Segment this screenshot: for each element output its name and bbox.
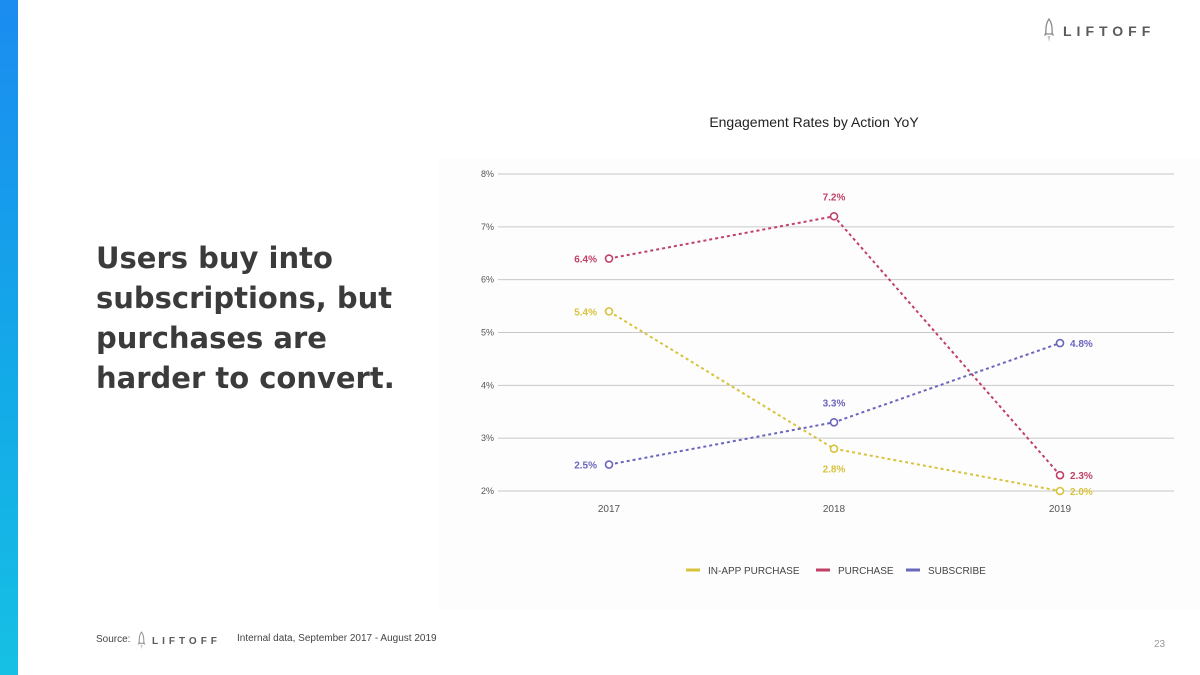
data-point: [1055, 470, 1065, 480]
data-label: 2.5%: [574, 461, 597, 472]
data-point: [604, 307, 614, 316]
data-point: [1055, 338, 1065, 348]
data-label: 6.4%: [574, 255, 597, 266]
rocket-icon: [137, 631, 146, 650]
data-label: 7.2%: [823, 192, 846, 203]
data-point: [1055, 486, 1065, 496]
page-number: 23: [1154, 639, 1166, 650]
rocket-icon: [1043, 18, 1055, 42]
y-tick-label: 6%: [481, 275, 494, 285]
x-tick-label: 2018: [823, 504, 846, 515]
chart-title: Engagement Rates by Action YoY: [709, 114, 919, 130]
data-label: 2.0%: [1070, 487, 1093, 498]
x-tick-label: 2019: [1049, 504, 1072, 515]
y-tick-label: 3%: [481, 433, 494, 443]
data-point: [604, 254, 614, 263]
x-tick-label: 2017: [598, 504, 621, 515]
data-point: [829, 418, 839, 427]
accent-bar: [0, 0, 18, 675]
data-label: 5.4%: [574, 307, 597, 318]
y-tick-label: 4%: [481, 380, 494, 390]
slide-headline: Users buy into subscriptions, but purcha…: [96, 241, 395, 395]
y-tick-label: 5%: [481, 328, 494, 338]
source-text: Internal data, September 2017 - August 2…: [237, 633, 437, 644]
y-tick-label: 8%: [481, 169, 494, 179]
liftoff-logo: LIFTOFF: [1043, 18, 1155, 44]
data-label: 2.8%: [823, 465, 846, 476]
series-line: [608, 310, 1061, 492]
data-point: [829, 211, 839, 221]
chart-panel: 2% 3% 4% 5% 6% 7% 8% 2017 2018 2019 5.4% 2.8% 2.0% 6.…: [438, 158, 1200, 610]
series-line: [608, 215, 1061, 476]
data-label: 2.3%: [1070, 471, 1093, 482]
data-label: 3.3%: [823, 398, 846, 409]
legend-label: SUBSCRIBE: [928, 566, 986, 577]
y-tick-label: 7%: [481, 222, 494, 232]
logo-wordmark: LIFTOFF: [1063, 23, 1156, 39]
data-label: 4.8%: [1070, 339, 1093, 350]
line-chart: 2% 3% 4% 5% 6% 7% 8% 2017 2018 2019 5.4% 2.8% 2.0% 6.…: [481, 169, 1174, 577]
data-point: [604, 460, 614, 469]
data-point: [829, 444, 839, 454]
liftoff-logo-small: LIFTOFF: [137, 631, 221, 651]
logo-wordmark-small: LIFTOFF: [152, 635, 221, 647]
y-tick-label: 2%: [481, 486, 494, 496]
source-label: Source:: [96, 634, 131, 645]
legend-label: PURCHASE: [838, 566, 894, 577]
legend-label: IN-APP PURCHASE: [708, 566, 800, 577]
